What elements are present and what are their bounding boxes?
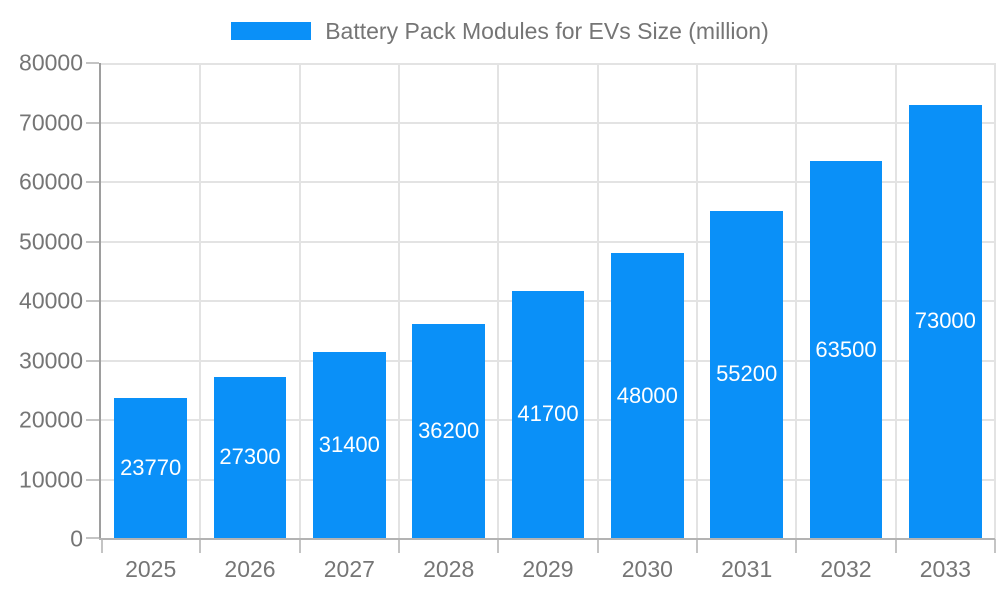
x-gridline [994, 63, 996, 539]
x-axis-tick [497, 539, 500, 553]
y-axis-tick [86, 62, 99, 64]
bar-value-label: 36200 [418, 417, 480, 443]
x-axis-tick [398, 539, 400, 553]
y-tick-label: 60000 [19, 168, 83, 195]
x-tick-label: 2032 [820, 556, 872, 582]
x-axis-line [99, 538, 995, 540]
y-gridline [101, 121, 995, 124]
x-gridline [894, 63, 897, 539]
x-gridline [199, 63, 202, 539]
y-axis-tick [86, 181, 99, 183]
bar[interactable]: 48000 [611, 253, 684, 538]
x-axis-tick [994, 539, 996, 553]
y-gridline [101, 181, 995, 183]
x-tick-label: 2025 [125, 556, 177, 582]
y-axis-tick [86, 537, 99, 539]
y-gridline [101, 63, 995, 65]
y-tick-label: 40000 [19, 287, 83, 314]
plot-area: 0 10000 20000 30000 40000 50000 60000 70000 8000… [19, 50, 996, 582]
x-axis-tick [894, 539, 897, 553]
bar-value-label: 23770 [120, 454, 182, 480]
x-gridline [398, 63, 400, 539]
y-tick-label: 80000 [19, 49, 83, 76]
x-tick-label: 2026 [224, 556, 276, 582]
y-axis-tick [86, 419, 99, 421]
bar[interactable]: 41700 [511, 290, 585, 538]
x-gridline [795, 63, 798, 539]
x-axis-tick [298, 539, 301, 553]
x-tick-label: 2030 [621, 556, 673, 582]
y-gridline [101, 240, 995, 243]
bar[interactable]: 27300 [213, 376, 287, 538]
y-axis-tick [86, 300, 99, 302]
y-axis-tick [86, 478, 99, 481]
bar-value-label: 73000 [914, 308, 976, 334]
bar-value-label: 27300 [219, 444, 281, 470]
x-axis-tick [199, 539, 202, 553]
x-axis-tick [596, 539, 599, 553]
y-tick-label: 10000 [19, 466, 83, 492]
bar[interactable]: 55200 [710, 210, 783, 538]
x-tick-label: 2027 [323, 556, 375, 582]
bar[interactable]: 73000 [909, 104, 982, 538]
y-axis-tick [86, 359, 99, 362]
legend-label: Battery Pack Modules for EVs Size (milli… [325, 17, 769, 44]
y-axis-line [99, 63, 101, 539]
x-gridline [596, 63, 599, 539]
bar-value-label: 55200 [716, 361, 778, 387]
y-tick-label: 20000 [19, 406, 83, 433]
x-tick-label: 2029 [522, 556, 574, 582]
bar[interactable]: 23770 [114, 397, 187, 538]
bar[interactable]: 31400 [313, 352, 386, 538]
bar-value-label: 31400 [318, 432, 380, 458]
chart-legend[interactable]: Battery Pack Modules for EVs Size (milli… [0, 16, 1000, 46]
y-axis-tick [86, 121, 99, 124]
y-tick-label: 30000 [19, 347, 83, 373]
x-axis-tick [696, 539, 698, 553]
y-tick-label: 50000 [19, 228, 83, 254]
x-axis-tick [101, 539, 103, 553]
bar[interactable]: 63500 [809, 161, 883, 538]
x-tick-label: 2031 [721, 556, 773, 582]
y-tick-label: 0 [70, 525, 83, 552]
x-tick-label: 2028 [423, 556, 475, 582]
x-tick-label: 2033 [919, 556, 971, 582]
bar-value-label: 48000 [616, 382, 678, 408]
bar-value-label: 63500 [815, 336, 877, 362]
y-tick-label: 70000 [19, 109, 83, 135]
y-axis-tick [86, 240, 99, 243]
bar-value-label: 41700 [517, 401, 579, 427]
bar[interactable]: 36200 [412, 323, 485, 538]
x-gridline [497, 63, 500, 539]
legend-swatch [231, 22, 312, 40]
x-gridline [298, 63, 301, 539]
x-axis-tick [795, 539, 798, 553]
x-gridline [696, 63, 698, 539]
